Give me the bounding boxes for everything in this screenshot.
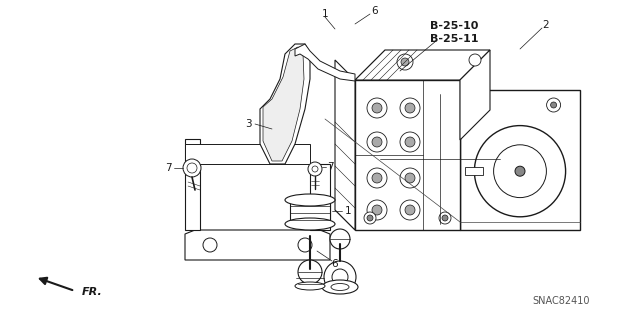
Bar xyxy=(460,90,580,230)
Circle shape xyxy=(436,198,444,206)
Polygon shape xyxy=(185,144,310,164)
Circle shape xyxy=(324,261,356,293)
Ellipse shape xyxy=(285,218,335,230)
Polygon shape xyxy=(263,47,304,161)
Text: 6: 6 xyxy=(332,259,339,269)
Circle shape xyxy=(394,164,410,180)
Polygon shape xyxy=(185,139,200,230)
Ellipse shape xyxy=(295,282,325,290)
Text: B-25-10: B-25-10 xyxy=(430,21,478,31)
Bar xyxy=(290,200,330,224)
Circle shape xyxy=(469,54,481,66)
Circle shape xyxy=(397,54,413,70)
Circle shape xyxy=(394,134,410,150)
Polygon shape xyxy=(335,60,355,230)
Circle shape xyxy=(405,103,415,113)
Circle shape xyxy=(398,138,406,146)
Text: 3: 3 xyxy=(244,119,252,129)
Circle shape xyxy=(436,108,444,116)
Ellipse shape xyxy=(322,280,358,294)
Polygon shape xyxy=(260,44,310,164)
Text: FR.: FR. xyxy=(82,287,103,297)
Circle shape xyxy=(515,166,525,176)
Circle shape xyxy=(372,103,382,113)
Circle shape xyxy=(394,194,410,210)
Ellipse shape xyxy=(331,284,349,291)
Circle shape xyxy=(187,163,197,173)
Circle shape xyxy=(405,137,415,147)
Circle shape xyxy=(400,168,420,188)
Circle shape xyxy=(436,138,444,146)
Text: 2: 2 xyxy=(543,20,549,30)
Circle shape xyxy=(439,212,451,224)
Bar xyxy=(355,80,460,230)
Circle shape xyxy=(298,238,312,252)
Circle shape xyxy=(364,212,376,224)
Circle shape xyxy=(312,166,318,172)
Polygon shape xyxy=(185,230,330,260)
Circle shape xyxy=(550,102,557,108)
Text: 1: 1 xyxy=(345,206,351,216)
Bar xyxy=(380,94,500,224)
Circle shape xyxy=(400,132,420,152)
Circle shape xyxy=(367,98,387,118)
Polygon shape xyxy=(460,50,490,140)
Circle shape xyxy=(400,200,420,220)
Circle shape xyxy=(398,198,406,206)
Circle shape xyxy=(308,162,322,176)
Circle shape xyxy=(183,159,201,177)
Text: 6: 6 xyxy=(372,6,378,16)
Circle shape xyxy=(436,168,444,176)
Circle shape xyxy=(398,168,406,176)
Circle shape xyxy=(367,168,387,188)
Circle shape xyxy=(330,229,350,249)
Text: SNAC82410: SNAC82410 xyxy=(532,296,590,306)
Circle shape xyxy=(400,98,420,118)
Circle shape xyxy=(547,98,561,112)
Circle shape xyxy=(372,173,382,183)
Circle shape xyxy=(405,205,415,215)
Text: B-25-11: B-25-11 xyxy=(430,34,479,44)
Circle shape xyxy=(367,215,373,221)
Circle shape xyxy=(401,58,409,66)
Text: 1: 1 xyxy=(322,9,328,19)
Circle shape xyxy=(372,205,382,215)
Polygon shape xyxy=(310,164,330,230)
Circle shape xyxy=(405,173,415,183)
Circle shape xyxy=(474,126,566,217)
Polygon shape xyxy=(295,44,355,81)
Polygon shape xyxy=(355,50,490,80)
Text: 7: 7 xyxy=(326,162,333,172)
Circle shape xyxy=(367,132,387,152)
Circle shape xyxy=(398,108,406,116)
Circle shape xyxy=(432,194,448,210)
Circle shape xyxy=(298,260,322,284)
Bar xyxy=(465,167,483,175)
Ellipse shape xyxy=(285,194,335,206)
Text: 7: 7 xyxy=(164,163,172,173)
Circle shape xyxy=(432,104,448,120)
Circle shape xyxy=(332,269,348,285)
Circle shape xyxy=(367,200,387,220)
Circle shape xyxy=(394,104,410,120)
Circle shape xyxy=(493,145,547,197)
Circle shape xyxy=(432,164,448,180)
Circle shape xyxy=(432,134,448,150)
Circle shape xyxy=(442,215,448,221)
Circle shape xyxy=(203,238,217,252)
Circle shape xyxy=(372,137,382,147)
